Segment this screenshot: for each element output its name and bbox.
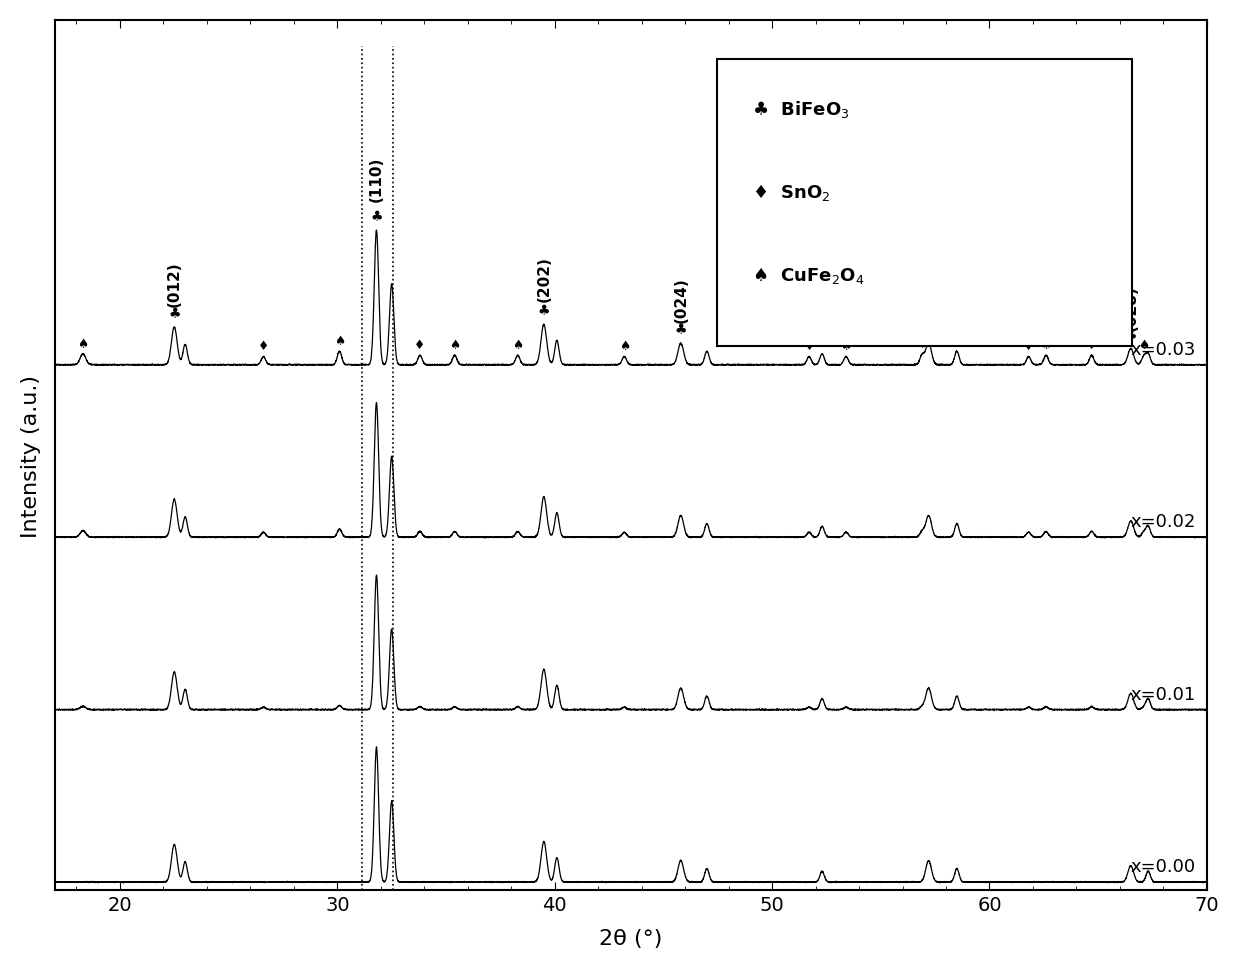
Text: x=0.03: x=0.03 xyxy=(1131,341,1197,359)
Text: ♠: ♠ xyxy=(619,340,630,353)
Text: ♠: ♠ xyxy=(512,339,523,352)
FancyBboxPatch shape xyxy=(717,60,1132,347)
Y-axis label: Intensity (a.u.): Intensity (a.u.) xyxy=(21,374,41,537)
Text: (028): (028) xyxy=(1123,285,1138,330)
Text: ♠: ♠ xyxy=(77,337,88,351)
Text: ♦: ♦ xyxy=(804,340,815,353)
Text: ♦: ♦ xyxy=(1086,339,1097,352)
Text: (300): (300) xyxy=(921,277,936,323)
Text: ♠: ♠ xyxy=(841,340,852,353)
Text: ♣: ♣ xyxy=(169,307,181,321)
Text: ♣: ♣ xyxy=(371,210,383,224)
Text: ♠: ♠ xyxy=(449,339,460,352)
Text: x=0.02: x=0.02 xyxy=(1131,513,1197,531)
Text: ♠: ♠ xyxy=(916,337,928,350)
Text: ♣: ♣ xyxy=(923,323,935,337)
Text: ♦: ♦ xyxy=(258,340,269,353)
Text: ♣: ♣ xyxy=(675,323,687,337)
Text: ♠: ♠ xyxy=(1040,339,1052,352)
X-axis label: 2θ (°): 2θ (°) xyxy=(599,928,662,949)
Text: ♦  SnO$_2$: ♦ SnO$_2$ xyxy=(751,182,831,203)
Text: ♠: ♠ xyxy=(1138,338,1149,352)
Text: ♣  BiFeO$_3$: ♣ BiFeO$_3$ xyxy=(751,99,849,120)
Text: x=0.01: x=0.01 xyxy=(1131,685,1197,703)
Text: (202): (202) xyxy=(537,256,552,301)
Text: ♦: ♦ xyxy=(1023,340,1034,353)
Text: ♦: ♦ xyxy=(414,339,425,352)
Text: x=0.00: x=0.00 xyxy=(1131,858,1197,875)
Text: (110): (110) xyxy=(370,156,384,202)
Text: ♣: ♣ xyxy=(1125,328,1137,342)
Text: ♠  CuFe$_2$O$_4$: ♠ CuFe$_2$O$_4$ xyxy=(751,265,864,285)
Text: ♠: ♠ xyxy=(334,334,345,348)
Text: (024): (024) xyxy=(673,277,688,323)
Text: (012): (012) xyxy=(167,261,182,306)
Text: ♣: ♣ xyxy=(538,304,551,318)
